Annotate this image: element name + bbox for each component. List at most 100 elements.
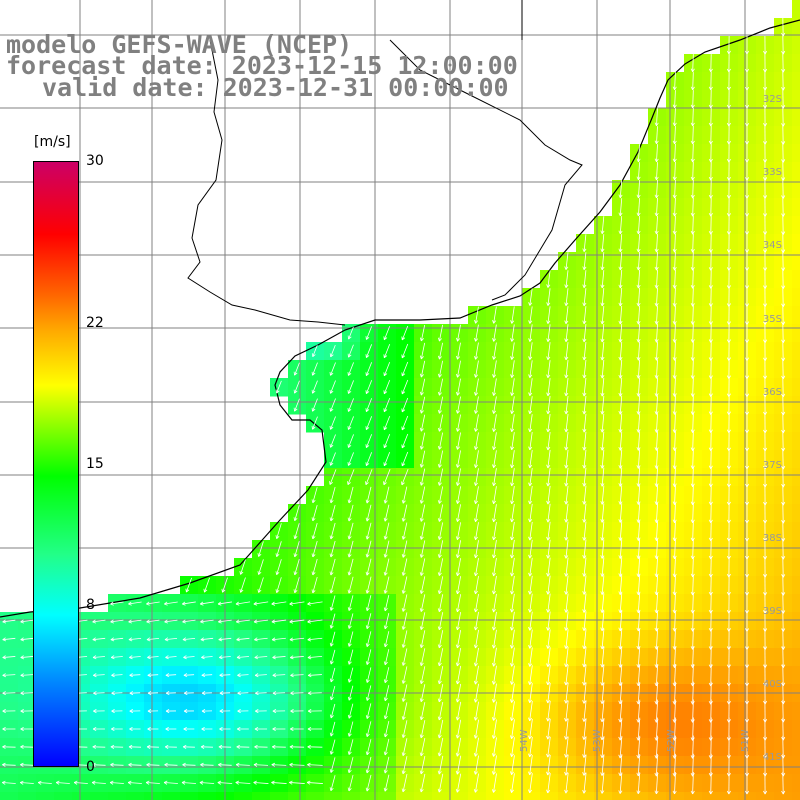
wind-arrow [419, 378, 426, 396]
wind-arrow [347, 649, 354, 665]
wind-arrow [437, 684, 444, 703]
wind-arrow [672, 251, 677, 271]
wind-cell [792, 36, 800, 55]
wind-arrow [636, 377, 641, 397]
wind-arrow [401, 684, 408, 702]
wind-arrow [672, 431, 677, 451]
wind-arrow [582, 629, 587, 650]
wind-arrow [347, 685, 354, 701]
wind-arrow [582, 485, 587, 505]
wind-arrow [237, 673, 249, 678]
wind-arrow [528, 342, 533, 360]
wind-arrow [744, 35, 750, 55]
wind-arrow [311, 398, 318, 412]
wind-arrow [437, 630, 444, 649]
wind-arrow [672, 108, 677, 127]
wind-arrow [401, 666, 408, 684]
wind-arrow [528, 575, 533, 595]
wind-arrow [582, 593, 587, 613]
wind-cell [792, 54, 800, 73]
wind-arrow [546, 521, 551, 541]
wind-arrow [528, 324, 533, 342]
wind-arrow [253, 619, 268, 624]
wind-arrow [401, 630, 408, 648]
wind-arrow [546, 396, 551, 415]
lat-label: 36S [763, 387, 782, 398]
lat-label: 37S [763, 460, 782, 471]
wind-arrow [491, 593, 497, 613]
wind-arrow [636, 198, 641, 217]
wind-arrow [564, 252, 569, 270]
wind-arrow [690, 161, 695, 181]
wind-cell [18, 792, 37, 800]
wind-arrow [383, 595, 390, 612]
wind-arrow [618, 287, 623, 307]
wind-arrow [365, 685, 372, 701]
wind-arrow [582, 646, 587, 668]
wind-cell [792, 756, 800, 775]
wind-arrow [582, 413, 587, 433]
wind-arrow [672, 215, 677, 235]
wind-arrow [307, 619, 323, 624]
wind-arrow [129, 673, 141, 678]
wind-arrow [236, 655, 249, 660]
wind-arrow [708, 179, 713, 199]
wind-arrow [383, 504, 390, 522]
wind-arrow [329, 613, 336, 629]
wind-arrow [510, 521, 515, 541]
wind-arrow [708, 54, 713, 73]
wind-arrow [708, 143, 713, 163]
wind-cell [792, 324, 800, 343]
wind-arrow [455, 414, 461, 432]
wind-arrow [147, 673, 159, 678]
wind-arrow [763, 35, 768, 55]
wind-arrow [329, 649, 336, 665]
wind-arrow [582, 503, 587, 523]
wind-arrow [726, 125, 731, 145]
wind-arrow [636, 467, 641, 487]
wind-arrow [582, 341, 587, 361]
wind-cell [54, 792, 73, 800]
wind-arrow [582, 611, 587, 631]
wind-cell [432, 792, 451, 800]
wind-arrow [365, 344, 373, 358]
wind-arrow [492, 486, 497, 505]
wind-arrow [636, 233, 641, 253]
wind-arrow [347, 576, 354, 594]
wind-arrow [401, 415, 409, 431]
wind-arrow [582, 252, 587, 270]
wind-arrow [329, 362, 336, 376]
wind-arrow [437, 342, 444, 360]
wind-arrow [401, 468, 409, 486]
wind-arrow [491, 629, 497, 649]
wind-arrow [528, 503, 533, 523]
wind-arrow [600, 503, 605, 523]
wind-arrow [672, 323, 677, 343]
wind-arrow [289, 637, 305, 642]
wind-arrow [329, 469, 337, 485]
wind-arrow [437, 612, 444, 631]
wind-cell [180, 792, 199, 800]
wind-arrow [183, 655, 195, 660]
wind-arrow [600, 539, 605, 559]
wind-arrow [528, 593, 533, 613]
lat-label: 35S [763, 314, 782, 325]
wind-cell [540, 792, 559, 800]
wind-arrow [129, 691, 141, 696]
wind-arrow [618, 575, 623, 595]
wind-arrow [311, 487, 318, 504]
wind-arrow [455, 522, 462, 540]
wind-arrow [2, 619, 16, 624]
wind-arrow [271, 619, 287, 624]
wind-arrow [218, 619, 232, 624]
wind-arrow [546, 485, 551, 505]
wind-arrow [528, 396, 533, 415]
wind-arrow [654, 126, 659, 145]
wind-arrow [672, 395, 677, 415]
wind-cell [630, 792, 649, 800]
wind-arrow [164, 637, 178, 642]
wind-arrow [654, 144, 659, 163]
wind-arrow [182, 619, 196, 624]
wind-cell [792, 252, 800, 271]
